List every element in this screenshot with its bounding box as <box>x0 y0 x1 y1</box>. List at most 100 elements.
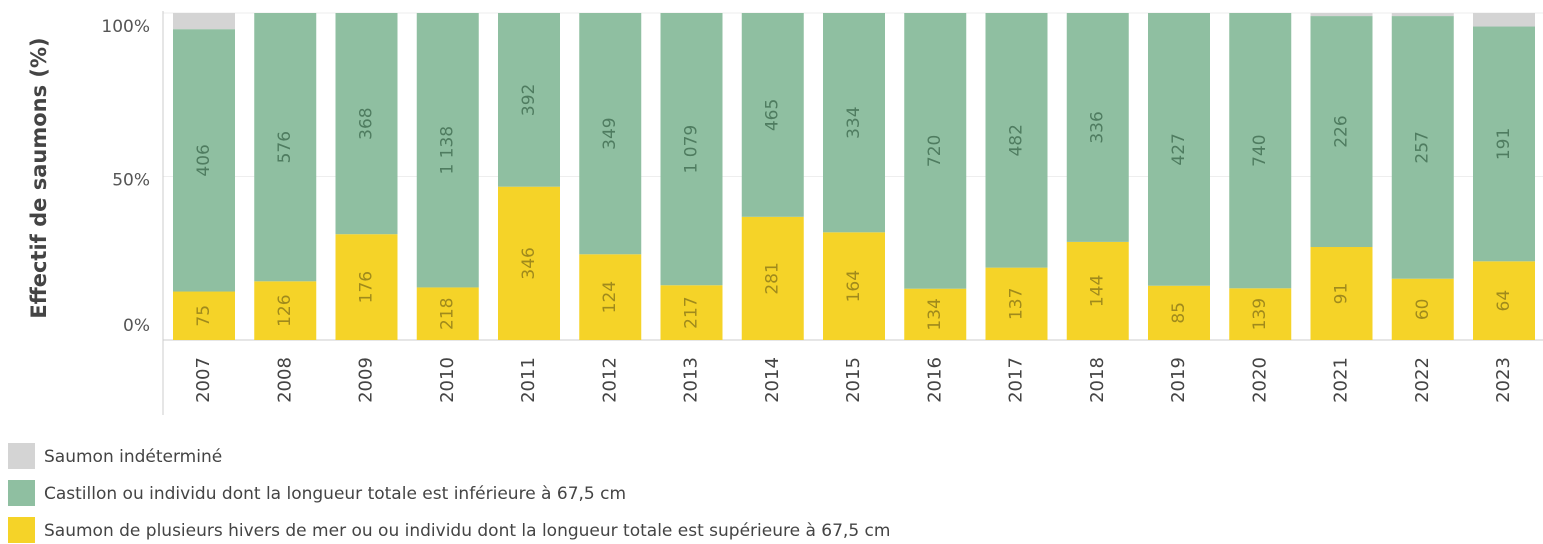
bar-segment <box>741 13 804 217</box>
bar-segment <box>660 285 723 340</box>
data-label: 406 <box>194 144 214 176</box>
bar-segment <box>1473 26 1535 262</box>
x-tick-label: 2009 <box>356 357 377 403</box>
legend-swatch <box>8 517 35 543</box>
data-label: 144 <box>1088 275 1108 307</box>
data-label: 336 <box>1088 111 1108 143</box>
data-label: 368 <box>357 107 377 139</box>
data-label: 191 <box>1494 128 1514 160</box>
data-label: 226 <box>1332 115 1352 147</box>
data-label: 91 <box>1332 283 1352 305</box>
data-label: 217 <box>682 296 702 328</box>
bar-segment <box>498 186 560 340</box>
x-tick-label: 2015 <box>843 357 864 403</box>
y-tick-label: 0% <box>123 316 150 336</box>
data-label: 427 <box>1169 133 1189 165</box>
data-label: 740 <box>1250 134 1270 166</box>
data-label: 281 <box>763 262 783 294</box>
x-tick-label: 2016 <box>924 357 945 403</box>
y-tick-label: 100% <box>101 17 150 37</box>
bar-segment <box>823 13 885 233</box>
data-label: 218 <box>438 297 458 329</box>
data-label: 124 <box>600 281 620 313</box>
data-label: 137 <box>1007 288 1027 320</box>
bar-segment <box>1148 13 1210 286</box>
data-label: 392 <box>519 84 539 116</box>
x-tick-label: 2012 <box>599 357 620 403</box>
x-tick-label: 2007 <box>193 357 214 403</box>
data-label: 465 <box>763 99 783 131</box>
x-tick-label: 2017 <box>1006 357 1027 403</box>
x-tick-label: 2014 <box>762 357 783 403</box>
bar-segment <box>335 234 398 340</box>
data-label: 1 138 <box>438 126 458 175</box>
legend-label: Saumon de plusieurs hivers de mer ou ou … <box>44 521 890 541</box>
x-tick-label: 2018 <box>1087 357 1108 403</box>
bar-segment <box>1473 13 1535 27</box>
legend-label: Castillon ou individu dont la longueur t… <box>44 484 626 504</box>
bar-segment <box>1310 247 1373 340</box>
bar-segment <box>1391 278 1454 340</box>
data-label: 64 <box>1494 290 1514 312</box>
data-label: 134 <box>925 298 945 330</box>
bar-segment <box>823 232 885 340</box>
data-label: 60 <box>1413 299 1433 321</box>
bar-segment <box>254 13 317 282</box>
x-tick-label: 2011 <box>518 357 539 403</box>
bar-segment <box>985 13 1048 268</box>
y-axis-title: Effectif de saumons (%) <box>27 37 51 318</box>
bar-segment <box>579 13 642 255</box>
bar-segment <box>985 267 1048 340</box>
bar-segment <box>1391 13 1454 17</box>
bar-segment <box>1066 241 1129 340</box>
bar-segment <box>254 281 317 340</box>
y-tick-label: 50% <box>112 171 150 191</box>
x-tick-label: 2020 <box>1249 357 1270 403</box>
bar-segment <box>1066 13 1129 242</box>
x-tick-label: 2013 <box>681 357 702 403</box>
legend-swatch <box>8 443 35 469</box>
data-label: 164 <box>844 270 864 302</box>
bar-segment <box>173 29 235 292</box>
bar-segment <box>173 13 235 30</box>
bar-segment <box>1229 13 1292 289</box>
bar-segment <box>173 291 235 340</box>
bar-segment <box>741 216 804 340</box>
data-label: 482 <box>1007 124 1027 156</box>
bar-segment <box>1310 16 1373 248</box>
bar-segment <box>579 254 642 340</box>
bar-segment <box>904 13 967 289</box>
data-label: 720 <box>925 135 945 167</box>
bar-segment <box>1391 16 1454 279</box>
bar-segment <box>1473 261 1535 340</box>
data-label: 576 <box>275 131 295 163</box>
bar-segment <box>1229 288 1292 340</box>
legend-swatch <box>8 480 35 506</box>
bar-segment <box>416 287 479 340</box>
x-tick-label: 2010 <box>437 357 458 403</box>
data-label: 75 <box>194 305 214 327</box>
bar-segment <box>1310 13 1373 17</box>
bar-segment <box>498 13 560 187</box>
x-tick-label: 2019 <box>1168 357 1189 403</box>
data-label: 139 <box>1250 298 1270 330</box>
x-tick-label: 2021 <box>1331 357 1352 403</box>
data-label: 126 <box>275 294 295 326</box>
bar-segment <box>416 13 479 288</box>
legend-label: Saumon indéterminé <box>44 447 222 467</box>
x-tick-label: 2023 <box>1493 357 1514 403</box>
x-tick-label: 2022 <box>1412 357 1433 403</box>
data-label: 176 <box>357 271 377 303</box>
data-label: 334 <box>844 106 864 138</box>
x-tick-label: 2008 <box>274 357 295 403</box>
data-label: 1 079 <box>682 125 702 174</box>
data-label: 346 <box>519 247 539 279</box>
bar-segment <box>904 288 967 340</box>
bar-segment <box>335 13 398 235</box>
bar-segment <box>660 13 723 286</box>
data-label: 257 <box>1413 131 1433 163</box>
bar-segment <box>1148 285 1210 340</box>
data-label: 85 <box>1169 302 1189 324</box>
data-label: 349 <box>600 117 620 149</box>
